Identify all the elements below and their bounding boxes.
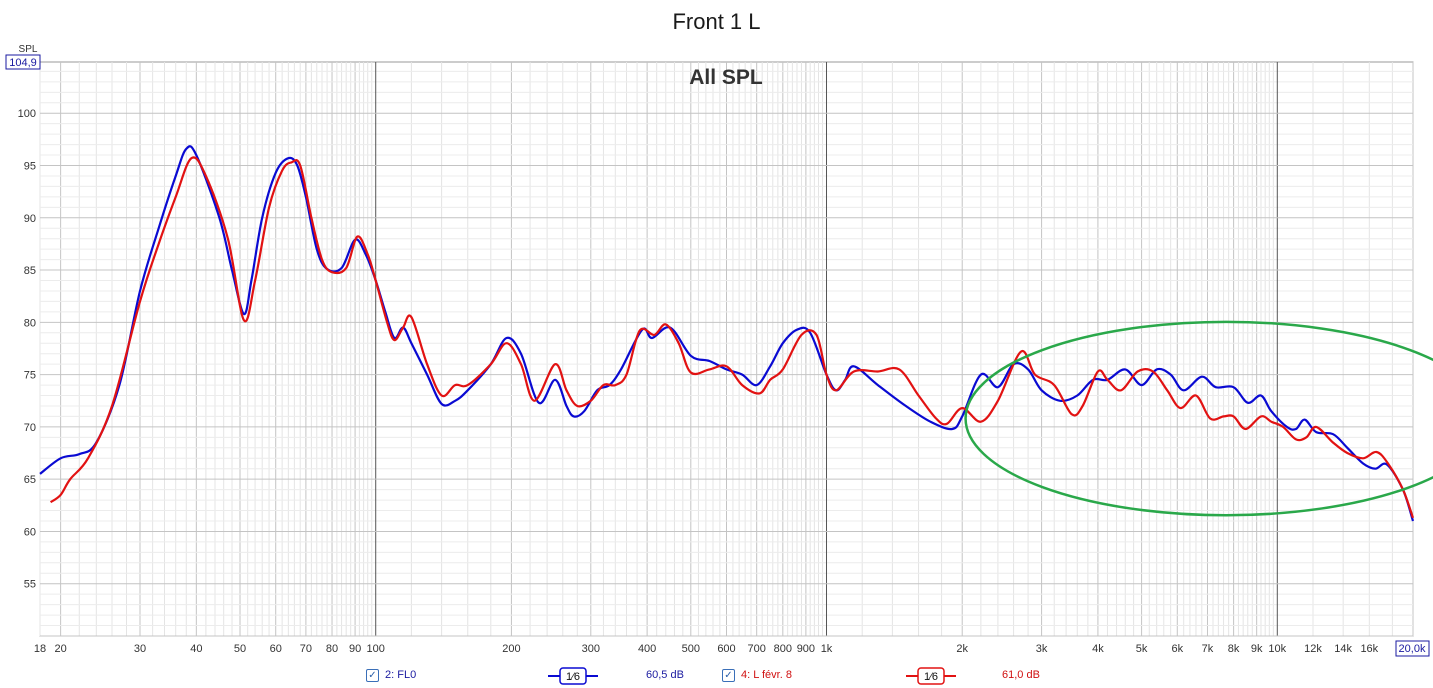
x-tick-label: 40 <box>190 643 202 655</box>
x-tick-label: 80 <box>326 643 338 655</box>
legend-bar: ✓ 2: FL0 1⁄6 60,5 dB ✓ 4: L févr. 8 1⁄6 … <box>0 666 1433 688</box>
annotation-ellipse <box>964 320 1433 517</box>
x-tick-label: 70 <box>300 643 312 655</box>
y-tick-label: 75 <box>24 370 36 382</box>
y-tick-label: 100 <box>18 108 36 120</box>
smoothing-label-2: 1⁄6 <box>924 671 938 683</box>
x-tick-label: 2k <box>956 643 968 655</box>
x-tick-label: 7k <box>1202 643 1214 655</box>
x-tick-label: 12k <box>1304 643 1322 655</box>
y-max-value[interactable]: 104,9 <box>9 57 37 69</box>
x-tick-label: 3k <box>1036 643 1048 655</box>
legend-value-1: 60,5 dB <box>646 669 684 681</box>
x-tick-label: 20 <box>55 643 67 655</box>
legend-checkbox-1[interactable]: ✓ <box>366 669 379 682</box>
legend-checkbox-2[interactable]: ✓ <box>722 669 735 682</box>
annotation-layer <box>964 320 1433 517</box>
x-max-value[interactable]: 20,0k <box>1399 643 1426 655</box>
x-tick-label: 14k <box>1334 643 1352 655</box>
x-tick-label: 800 <box>774 643 792 655</box>
x-tick-label: 8k <box>1228 643 1240 655</box>
x-tick-label: 6k <box>1171 643 1183 655</box>
x-tick-label: 700 <box>747 643 765 655</box>
series-line-1 <box>39 145 1415 522</box>
series-line-2 <box>49 156 1415 519</box>
smoothing-selector-2[interactable]: 1⁄6 <box>906 666 956 686</box>
y-max-box[interactable] <box>5 54 41 70</box>
y-axis-label: SPL <box>19 44 38 55</box>
x-tick-label: 1k <box>821 643 833 655</box>
legend-value-2: 61,0 dB <box>1002 669 1040 681</box>
x-tick-label: 16k <box>1360 643 1378 655</box>
x-tick-label: 900 <box>797 643 815 655</box>
x-max-box[interactable] <box>1395 640 1430 657</box>
x-tick-labels: 18 20 30 40 50 60 70 80 90 100 200 300 400 500 600 700 8… <box>34 643 1379 655</box>
smoothing-selector-1[interactable]: 1⁄6 <box>548 666 598 686</box>
x-tick-label: 60 <box>270 643 282 655</box>
chart-title: All SPL <box>689 66 763 89</box>
smoothing-box-2 <box>917 667 945 685</box>
x-tick-label: 9k <box>1251 643 1263 655</box>
y-tick-label: 80 <box>24 317 36 329</box>
x-tick-label: 18 <box>34 643 46 655</box>
minor-grid <box>39 62 1414 636</box>
series-layer <box>39 145 1415 522</box>
smoothing-label-1: 1⁄6 <box>566 671 580 683</box>
x-tick-label: 500 <box>682 643 700 655</box>
y-tick-label: 65 <box>24 474 36 486</box>
x-tick-label: 600 <box>717 643 735 655</box>
x-tick-label: 100 <box>367 643 385 655</box>
x-tick-label: 10k <box>1268 643 1286 655</box>
y-tick-label: 60 <box>24 526 36 538</box>
y-tick-label: 55 <box>24 579 36 591</box>
y-tick-labels: 55 60 65 70 75 80 85 90 95 100 <box>18 108 36 590</box>
legend-label-2: 4: L févr. 8 <box>741 669 792 681</box>
y-tick-label: 95 <box>24 161 36 173</box>
y-tick-label: 90 <box>24 213 36 225</box>
spl-chart: All SPL 55 60 65 70 75 80 85 90 95 100 18 20 30 40 50… <box>5 44 1433 657</box>
window-title: Front 1 L <box>672 9 761 34</box>
smoothing-box-1 <box>559 667 587 685</box>
x-tick-label: 400 <box>638 643 656 655</box>
x-tick-label: 4k <box>1092 643 1104 655</box>
y-tick-label: 70 <box>24 422 36 434</box>
y-tick-label: 85 <box>24 265 36 277</box>
x-tick-label: 200 <box>502 643 520 655</box>
legend-label-1: 2: FL0 <box>385 669 417 681</box>
x-tick-label: 30 <box>134 643 146 655</box>
x-tick-label: 300 <box>582 643 600 655</box>
x-tick-label: 50 <box>234 643 246 655</box>
x-tick-label: 90 <box>349 643 361 655</box>
x-tick-label: 5k <box>1136 643 1148 655</box>
